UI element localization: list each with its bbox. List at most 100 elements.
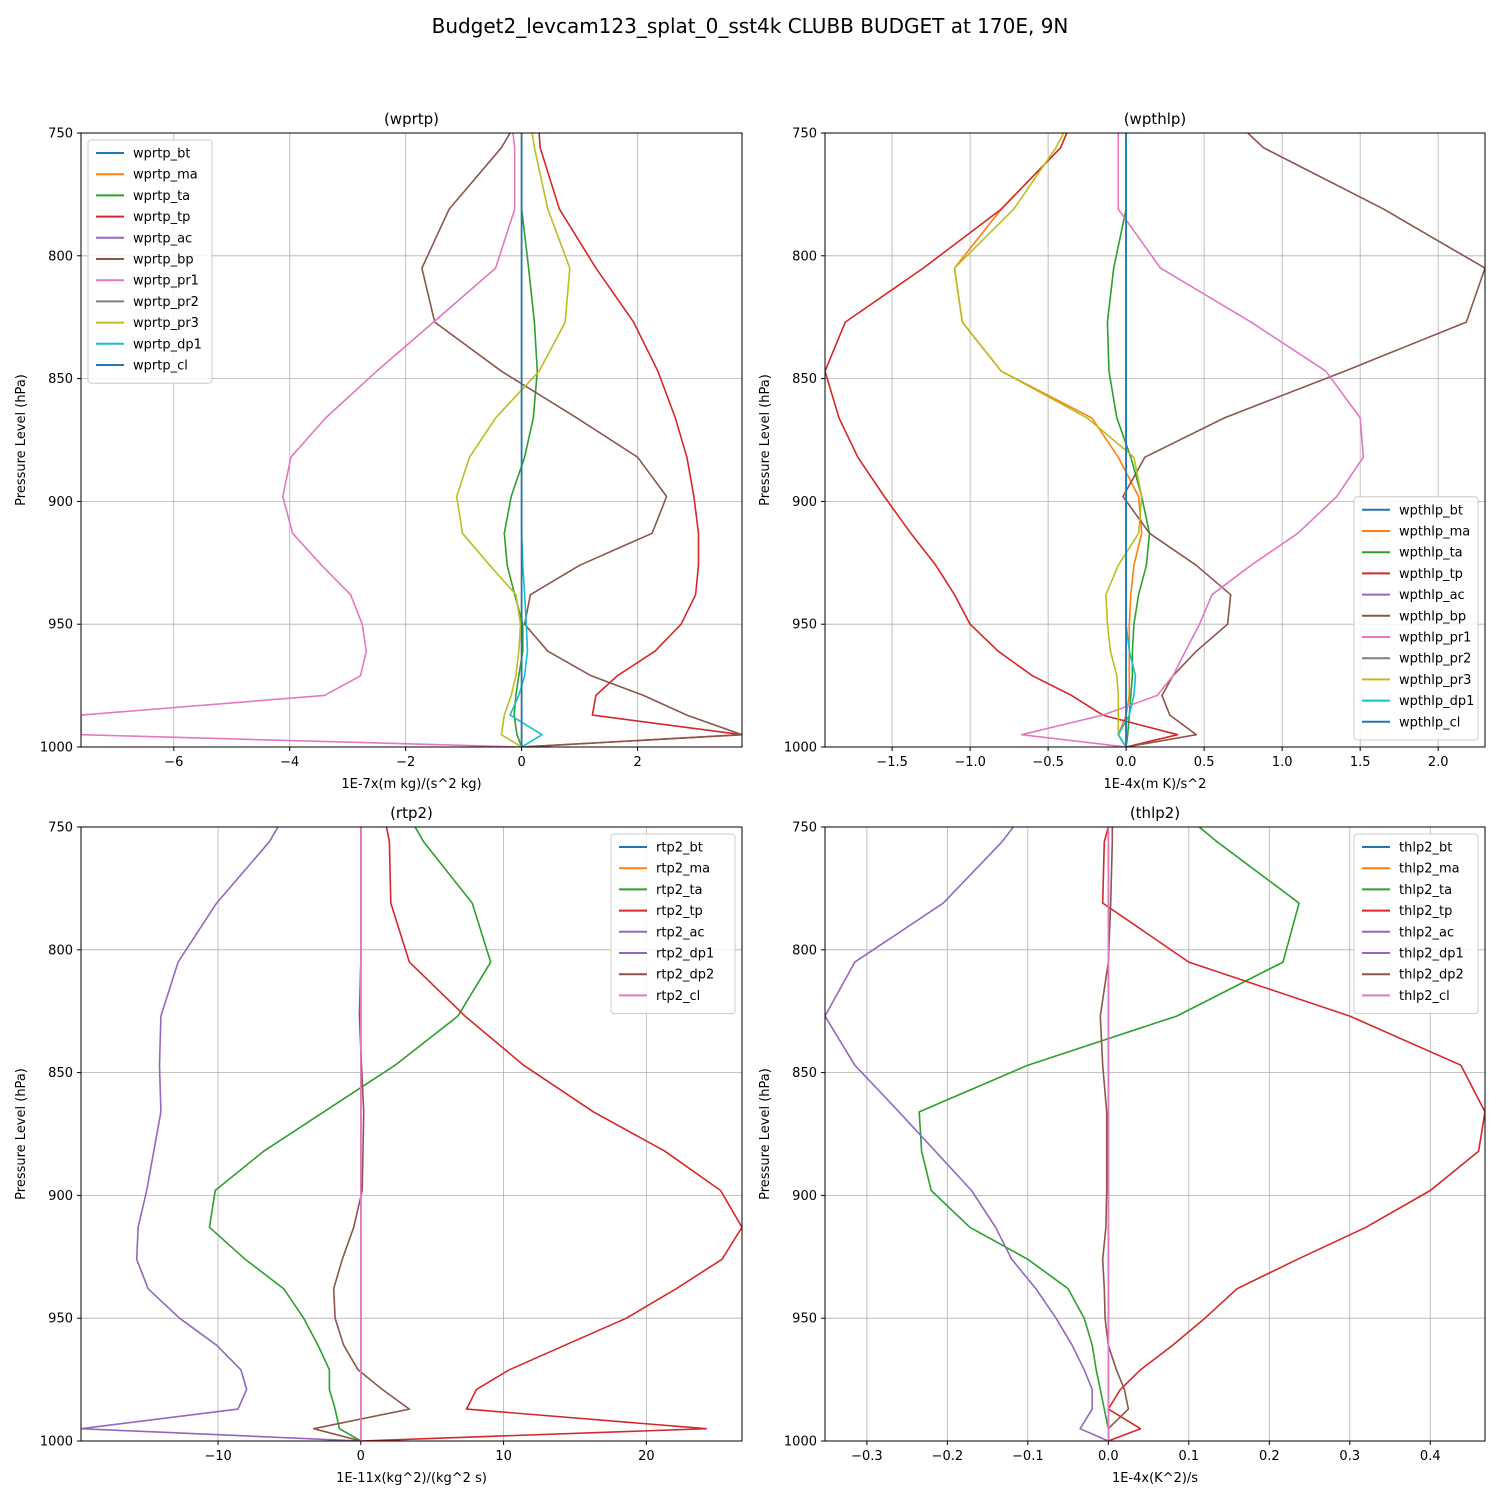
series-line-wpthlp_pr1	[1020, 133, 1365, 747]
legend-label: thlp2_ma	[1399, 862, 1460, 877]
legend-label: thlp2_dp2	[1399, 968, 1464, 983]
y-axis-label: Pressure Level (hPa)	[14, 1068, 29, 1200]
x-tick-label: 0.2	[1259, 1449, 1280, 1464]
x-tick-label: −10	[204, 1449, 231, 1464]
panel-title: (rtp2)	[390, 804, 433, 822]
legend: wprtp_bt wprtp_ma wprtp_ta wprtp_tp wprtp_ac…	[87, 139, 213, 384]
legend-box	[1353, 833, 1479, 1015]
x-tick-label: 0	[357, 1449, 365, 1464]
x-axis-label: 1E-7x(m kg)/(s^2 kg)	[341, 777, 481, 792]
y-tick-label: 950	[792, 1312, 817, 1327]
legend-label: wprtp_pr2	[133, 295, 199, 310]
x-tick-label: −1.5	[876, 755, 908, 770]
chart-panel-3: −10 0 10 20 750 800 850 900 950 1000 (rtp2) 1E-11x(…	[14, 804, 743, 1486]
legend-label: rtp2_cl	[656, 989, 700, 1004]
legend-label: wprtp_dp1	[133, 337, 202, 352]
x-tick-label: 10	[495, 1449, 512, 1464]
x-axis-label: 1E-4x(K^2)/s	[1112, 1471, 1198, 1486]
x-tick-label: 1.5	[1350, 755, 1371, 770]
x-tick-label: 0	[518, 755, 526, 770]
legend-label: rtp2_ta	[656, 883, 703, 898]
y-tick-label: 950	[48, 1312, 73, 1327]
series-line-thlp2_dp1	[825, 827, 1109, 1441]
y-axis-label: Pressure Level (hPa)	[14, 374, 29, 506]
y-tick-label: 750	[48, 821, 73, 836]
legend-label: wpthlp_pr3	[1399, 673, 1471, 688]
series-line-wprtp_tp	[521, 133, 742, 747]
series-line-wpthlp_tp	[825, 133, 1179, 747]
series-line-wprtp_pr3	[455, 133, 571, 747]
x-tick-label: −1.0	[954, 755, 986, 770]
legend: thlp2_bt thlp2_ma thlp2_ta thlp2_tp thlp2_ac…	[1353, 833, 1479, 1015]
y-tick-label: 800	[792, 249, 817, 264]
legend-label: thlp2_tp	[1399, 904, 1452, 919]
legend-label: thlp2_bt	[1399, 841, 1452, 856]
legend-label: rtp2_ac	[656, 925, 705, 940]
legend-label: rtp2_bt	[656, 841, 703, 856]
legend-label: wpthlp_ma	[1399, 525, 1470, 540]
legend-label: wprtp_bt	[133, 147, 190, 162]
legend-label: wprtp_pr3	[133, 316, 199, 331]
legend-label: wpthlp_cl	[1399, 715, 1460, 730]
legend-label: wpthlp_tp	[1399, 567, 1463, 582]
series-line-wprtp_pr1	[81, 133, 522, 747]
legend-label: rtp2_dp2	[656, 968, 714, 983]
y-tick-label: 750	[792, 127, 817, 142]
series-line-wprtp_ta	[503, 133, 539, 747]
series-line-wprtp_bp	[421, 133, 742, 747]
series-line-thlp2_ta	[918, 827, 1300, 1441]
axes-frame	[824, 132, 1486, 748]
x-tick-label: 2	[633, 755, 641, 770]
x-tick-label: −2	[396, 755, 415, 770]
series-line-thlp2_dp2	[1099, 827, 1130, 1441]
panel-title: (thlp2)	[1130, 804, 1180, 822]
x-tick-label: 0.3	[1339, 1449, 1360, 1464]
x-tick-label: 20	[638, 1449, 655, 1464]
legend-label: wprtp_cl	[133, 359, 188, 374]
legend-label: wpthlp_dp1	[1399, 694, 1474, 709]
x-tick-label: −0.1	[1012, 1449, 1044, 1464]
x-axis-label: 1E-11x(kg^2)/(kg^2 s)	[336, 1471, 487, 1486]
x-tick-label: 0.1	[1178, 1449, 1199, 1464]
y-tick-label: 900	[792, 495, 817, 510]
series-line-rtp2_tp	[360, 827, 742, 1441]
legend-label: wpthlp_pr1	[1399, 631, 1471, 646]
legend-label: rtp2_ma	[656, 862, 710, 877]
y-tick-label: 1000	[784, 741, 817, 756]
legend-label: wpthlp_ac	[1399, 588, 1465, 603]
legend-label: thlp2_ta	[1399, 883, 1452, 898]
axes-frame	[80, 826, 743, 1442]
series-line-thlp2_tp	[1101, 827, 1485, 1441]
series-line-wpthlp_bp	[1122, 133, 1485, 747]
y-tick-label: 950	[792, 618, 817, 633]
x-tick-label: 0.5	[1194, 755, 1215, 770]
y-axis-label: Pressure Level (hPa)	[758, 374, 773, 506]
x-tick-label: −4	[280, 755, 299, 770]
y-tick-label: 1000	[40, 1435, 73, 1450]
legend-box	[610, 833, 736, 1015]
axes-frame	[824, 826, 1486, 1442]
y-tick-label: 1000	[40, 741, 73, 756]
panel-title: (wprtp)	[384, 110, 439, 128]
chart-panel-4: −0.3 −0.2 −0.1 0.0 0.1 0.2 0.3 0.4 750 800 850 900 9…	[758, 804, 1486, 1486]
legend-label: rtp2_dp1	[656, 947, 714, 962]
y-tick-label: 750	[48, 127, 73, 142]
y-tick-label: 850	[48, 1066, 73, 1081]
x-tick-label: 0.0	[1098, 1449, 1119, 1464]
legend-label: wprtp_ac	[133, 231, 192, 246]
legend-label: rtp2_tp	[656, 904, 703, 919]
chart-panel-2: −1.5 −1.0 −0.5 0.0 0.5 1.0 1.5 2.0 750 800 850 900 9…	[758, 110, 1486, 792]
legend-label: wprtp_ta	[133, 189, 190, 204]
legend-label: wprtp_tp	[133, 210, 190, 225]
legend-label: wpthlp_bt	[1399, 503, 1463, 518]
legend-label: thlp2_dp1	[1399, 947, 1464, 962]
legend-label: thlp2_cl	[1399, 989, 1450, 1004]
x-tick-label: 0.4	[1420, 1449, 1441, 1464]
legend-label: wprtp_pr1	[133, 274, 199, 289]
x-tick-label: −0.3	[851, 1449, 883, 1464]
series-group	[825, 133, 1485, 747]
series-line-rtp2_ta	[208, 827, 492, 1441]
x-tick-label: 2.0	[1428, 755, 1449, 770]
y-tick-label: 850	[48, 372, 73, 387]
